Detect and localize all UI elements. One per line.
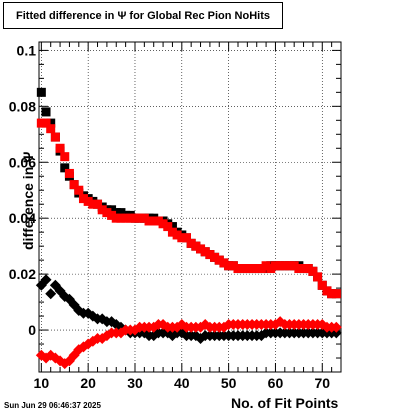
data-point <box>205 250 215 260</box>
data-point <box>46 118 56 128</box>
data-point <box>102 208 112 218</box>
data-point <box>177 233 187 243</box>
data-point <box>252 264 262 274</box>
y-tick-label: 0.08 <box>9 98 36 114</box>
data-point <box>214 255 224 265</box>
data-point <box>45 288 57 300</box>
data-point <box>107 205 117 215</box>
data-point <box>233 264 243 274</box>
data-point <box>144 216 154 226</box>
data-point <box>60 163 70 173</box>
data-point <box>317 280 327 290</box>
x-axis-label: No. of Fit Points <box>231 395 339 411</box>
data-point <box>330 321 342 333</box>
y-tick-label: 0.04 <box>9 210 36 226</box>
x-tick-label: 50 <box>221 375 237 391</box>
data-point <box>313 272 323 282</box>
data-point <box>149 216 159 226</box>
data-point <box>186 238 196 248</box>
data-point <box>191 241 201 251</box>
data-point <box>224 261 234 271</box>
data-point <box>111 208 121 218</box>
x-tick-label: 60 <box>268 375 284 391</box>
data-point <box>280 261 290 271</box>
data-point <box>200 247 210 257</box>
data-point <box>36 87 46 97</box>
y-axis-label: difference in Ψ <box>20 151 36 250</box>
y-tick-label: 0.02 <box>9 266 36 282</box>
data-point <box>54 285 66 297</box>
data-point <box>41 118 51 128</box>
data-point <box>116 213 126 223</box>
data-point <box>294 264 304 274</box>
data-point <box>242 264 252 274</box>
data-point <box>125 213 135 223</box>
chart-title: Fitted difference in Ψ for Global Rec Pi… <box>3 2 283 29</box>
data-point <box>172 230 182 240</box>
data-point <box>116 208 126 218</box>
data-point <box>181 233 191 243</box>
y-tick-label: 0.06 <box>9 154 36 170</box>
y-tick-label: 0 <box>28 322 36 338</box>
data-point <box>111 213 121 223</box>
data-point <box>261 261 271 271</box>
datestamp: Sun Jun 29 06:46:37 2025 <box>4 401 101 410</box>
data-point <box>93 199 103 209</box>
data-point <box>69 180 79 190</box>
data-point <box>50 132 60 142</box>
data-point <box>331 289 341 299</box>
x-tick-label: 70 <box>314 375 330 391</box>
data-point <box>167 222 177 232</box>
data-point <box>275 261 285 271</box>
data-point <box>40 274 52 286</box>
data-point <box>130 213 140 223</box>
data-point <box>289 261 299 271</box>
data-point <box>219 258 229 268</box>
x-tick-label: 10 <box>34 375 50 391</box>
data-point <box>36 118 46 128</box>
x-tick-label: 40 <box>174 375 190 391</box>
data-point <box>139 213 149 223</box>
data-point <box>54 355 66 367</box>
data-point <box>270 261 280 271</box>
data-point <box>74 185 84 195</box>
data-point <box>284 261 294 271</box>
data-point <box>327 289 337 299</box>
plot-frame <box>38 41 342 373</box>
data-point <box>78 194 88 204</box>
data-point <box>167 227 177 237</box>
data-point <box>97 205 107 215</box>
data-point <box>121 213 131 223</box>
y-tick-label: 0.1 <box>17 42 37 58</box>
data-point <box>299 264 309 274</box>
data-point <box>247 264 257 274</box>
data-point <box>228 261 238 271</box>
data-point <box>64 168 74 178</box>
data-point <box>303 264 313 274</box>
data-point <box>46 124 56 134</box>
data-point <box>196 244 206 254</box>
data-point <box>135 213 145 223</box>
data-point <box>83 196 93 206</box>
data-point <box>41 107 51 117</box>
data-point <box>322 286 332 296</box>
x-tick-label: 20 <box>80 375 96 391</box>
data-point <box>60 152 70 162</box>
data-point <box>163 222 173 232</box>
data-point <box>238 264 248 274</box>
x-tick-label: 30 <box>127 375 143 391</box>
data-point <box>107 210 117 220</box>
data-point <box>158 219 168 229</box>
data-point <box>308 266 318 276</box>
data-point <box>210 252 220 262</box>
data-point <box>153 216 163 226</box>
data-point <box>266 264 276 274</box>
data-point <box>55 143 65 153</box>
data-point <box>256 264 266 274</box>
data-point <box>88 199 98 209</box>
